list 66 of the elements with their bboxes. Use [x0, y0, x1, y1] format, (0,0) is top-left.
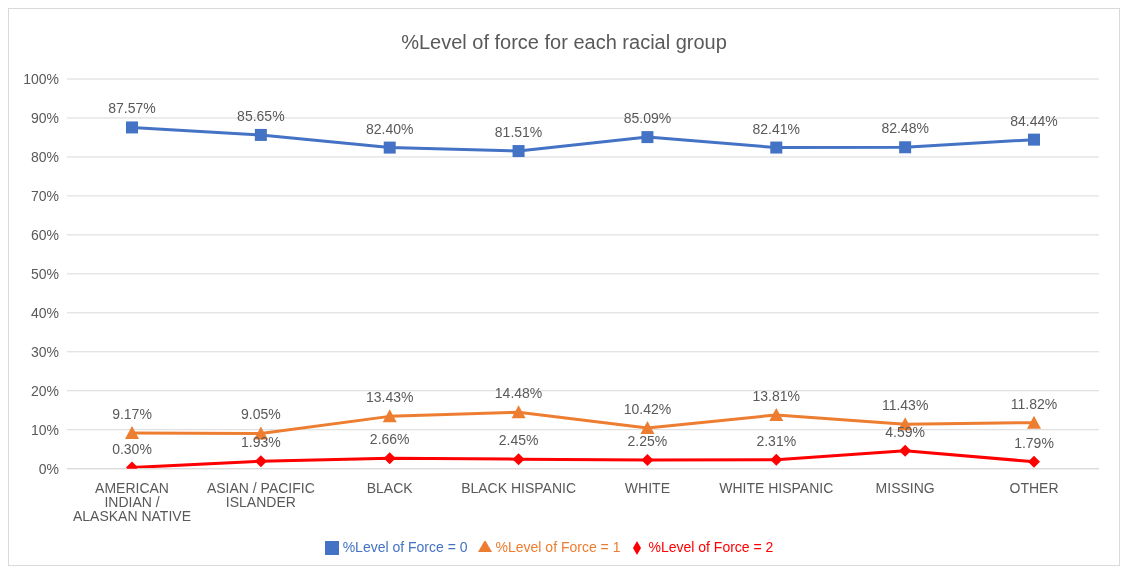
data-label: 85.65%	[237, 107, 285, 124]
y-tick-label: 80%	[30, 148, 59, 165]
y-tick-label: 90%	[30, 109, 59, 126]
data-label: 82.41%	[752, 120, 801, 137]
point	[640, 421, 655, 435]
data-label: 11.82%	[1010, 395, 1058, 412]
point	[899, 444, 912, 457]
point	[1027, 415, 1041, 429]
chart-title: %Level of force for each racial group	[400, 30, 728, 55]
data-label: 82.40%	[365, 120, 414, 137]
data-label: 14.48%	[494, 385, 543, 402]
data-label: 4.59%	[885, 423, 925, 440]
point	[125, 425, 139, 439]
legend-label: %Level of Force = 1	[495, 538, 621, 555]
data-label: 9.05%	[241, 406, 281, 423]
x-tick-label: MISSING	[875, 479, 935, 496]
legend-label: %Level of Force = 0	[342, 538, 468, 555]
point	[511, 405, 526, 419]
data-label: 2.45%	[498, 432, 539, 449]
data-label: 82.48%	[881, 120, 929, 137]
y-tick-label: 70%	[30, 187, 59, 204]
data-label: 2.66%	[369, 431, 410, 448]
y-tick-label: 60%	[30, 226, 59, 243]
point	[383, 141, 396, 154]
data-label: 84.44%	[1010, 112, 1058, 129]
data-label: 13.81%	[752, 387, 801, 404]
x-tick-label: BLACK HISPANIC	[461, 479, 577, 496]
x-tick-label: WHITE HISPANIC	[719, 479, 834, 496]
x-tick-label: AMERICAN INDIAN / ALASKAN NATIVE	[72, 479, 192, 524]
data-label: 2.25%	[627, 432, 668, 449]
point	[512, 145, 525, 158]
y-tick-label: 100%	[23, 70, 59, 87]
y-tick-label: 40%	[30, 304, 59, 321]
point	[512, 453, 525, 466]
point	[770, 141, 783, 154]
y-tick-label: 50%	[30, 265, 59, 282]
legend-label: %Level of Force = 2	[648, 538, 774, 555]
point	[126, 121, 138, 134]
data-label: 13.43%	[365, 389, 414, 406]
data-label: 1.79%	[1014, 434, 1054, 451]
point	[254, 128, 267, 141]
point	[1028, 133, 1040, 146]
y-tick-label: 20%	[30, 382, 59, 399]
data-label: 9.17%	[112, 405, 152, 422]
point	[382, 409, 397, 423]
point	[769, 407, 784, 421]
data-label: 85.09%	[623, 110, 672, 127]
point	[641, 453, 654, 466]
x-tick-label: ASIAN / PACIFIC ISLANDER	[206, 479, 315, 510]
data-label: 87.57%	[108, 100, 156, 117]
point	[899, 141, 912, 154]
y-tick-label: 10%	[30, 421, 59, 438]
data-label: 81.51%	[494, 124, 543, 141]
data-label: 0.30%	[112, 440, 152, 457]
data-label: 10.42%	[623, 401, 672, 418]
data-label: 1.93%	[241, 434, 281, 451]
point	[770, 453, 783, 466]
x-tick-label: OTHER	[1009, 479, 1059, 496]
x-tick-label: WHITE	[624, 479, 670, 496]
y-tick-label: 0%	[38, 460, 59, 477]
y-tick-label: 30%	[30, 343, 59, 360]
x-tick-label: BLACK	[366, 479, 414, 496]
data-label: 11.43%	[881, 397, 929, 414]
point	[641, 131, 654, 144]
data-label: 2.31%	[756, 432, 797, 449]
point	[1028, 455, 1040, 468]
